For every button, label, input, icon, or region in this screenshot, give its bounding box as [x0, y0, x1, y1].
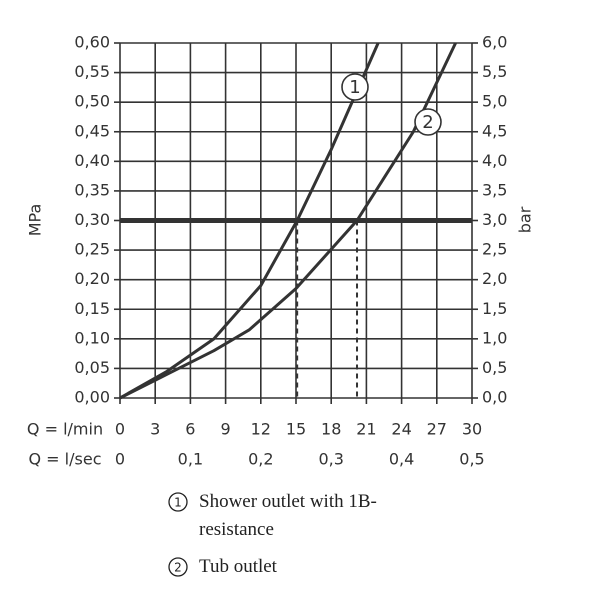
x-tick-label: 0: [115, 420, 125, 439]
y-tick-label: 0,20: [74, 269, 110, 288]
x-axis-label: Q = l/min: [27, 420, 103, 439]
x2-tick-label: 0,1: [178, 450, 203, 469]
y2-tick-label: 0,5: [482, 358, 507, 377]
y-tick-label: 0,05: [74, 358, 110, 377]
y-tick-label: 0,00: [74, 388, 110, 407]
x-tick-label: 15: [286, 420, 306, 439]
y2-tick-label: 2,0: [482, 269, 507, 288]
y2-tick-label: 4,0: [482, 151, 507, 170]
legend-marker-circle: [168, 492, 188, 512]
x2-tick-label: 0: [115, 450, 125, 469]
curve-label: 2: [422, 112, 433, 133]
series-line: [119, 42, 457, 400]
x-tick-label: 24: [391, 420, 411, 439]
x2-tick-label: 0,2: [248, 450, 273, 469]
x-tick-label: 21: [356, 420, 376, 439]
y2-tick-label: 2,5: [482, 240, 507, 259]
legend-marker-icon: 2: [168, 557, 188, 577]
x-tick-label: 18: [321, 420, 341, 439]
x2-tick-label: 0,5: [459, 450, 484, 469]
legend-marker: 2: [165, 553, 199, 581]
legend-label: Shower outlet with 1B-resistance: [199, 491, 377, 540]
y2-tick-label: 3,5: [482, 180, 507, 199]
legend-marker-icon: 1: [168, 492, 188, 512]
legend-item: 2 Tub outlet: [165, 553, 435, 581]
y-axis-label: MPa: [26, 204, 45, 237]
legend-label: Tub outlet: [199, 556, 277, 577]
y-tick-label: 0,55: [74, 62, 110, 81]
y2-tick-label: 6,0: [482, 33, 507, 52]
y2-axis-label: bar: [516, 206, 535, 233]
x2-axis-label: Q = l/sec: [29, 450, 102, 469]
legend-marker: 1: [165, 488, 199, 516]
x-tick-label: 6: [185, 420, 195, 439]
x-tick-label: 3: [150, 420, 160, 439]
x2-tick-label: 0,4: [389, 450, 414, 469]
y-tick-label: 0,60: [74, 33, 110, 52]
legend-marker-circle: [168, 557, 188, 577]
series-line: [119, 42, 380, 400]
y2-tick-label: 5,5: [482, 62, 507, 81]
y2-tick-label: 1,5: [482, 299, 507, 318]
x-tick-label: 12: [251, 420, 271, 439]
curve-label-circle: [414, 108, 442, 136]
x-tick-label: 27: [427, 420, 447, 439]
y-tick-label: 0,35: [74, 180, 110, 199]
y2-tick-label: 4,5: [482, 121, 507, 140]
y-tick-label: 0,50: [74, 92, 110, 111]
y-tick-label: 0,30: [74, 210, 110, 229]
legend-marker-label: 2: [174, 561, 182, 575]
legend-item: 1 Shower outlet with 1B-resistance: [165, 488, 435, 544]
y2-tick-label: 5,0: [482, 92, 507, 111]
x-tick-label: 30: [462, 420, 482, 439]
y2-tick-label: 0,0: [482, 388, 507, 407]
legend-marker-label: 1: [174, 496, 182, 510]
y-tick-label: 0,10: [74, 328, 110, 347]
curve-label-circle: [341, 73, 369, 101]
x-tick-label: 9: [221, 420, 231, 439]
y-tick-label: 0,15: [74, 299, 110, 318]
y2-tick-label: 3,0: [482, 210, 507, 229]
curve-label: 1: [349, 77, 360, 98]
y-tick-label: 0,45: [74, 121, 110, 140]
y-tick-label: 0,40: [74, 151, 110, 170]
y-tick-label: 0,25: [74, 240, 110, 259]
y2-tick-label: 1,0: [482, 328, 507, 347]
x2-tick-label: 0,3: [318, 450, 343, 469]
